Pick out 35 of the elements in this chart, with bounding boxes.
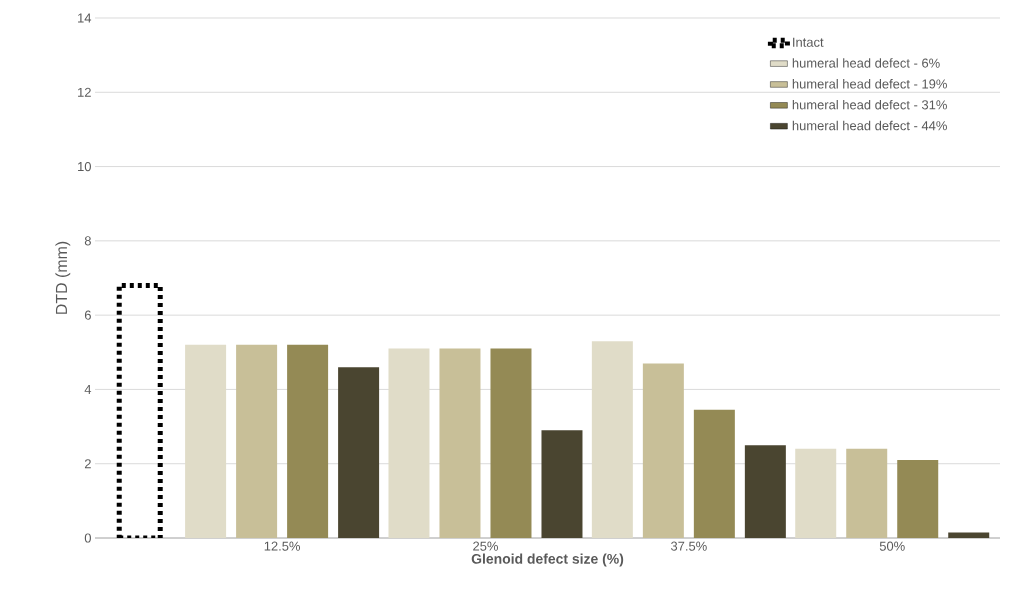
x-tick-label: 50% — [879, 541, 905, 551]
y-tick-label: 0 — [84, 533, 91, 543]
bar — [490, 348, 532, 538]
x-tick-label: 12.5% — [264, 541, 301, 551]
bar — [744, 445, 786, 538]
x-axis-title: Glenoid defect size (%) — [471, 553, 624, 567]
bar — [439, 348, 481, 538]
bar — [591, 341, 633, 538]
bar — [338, 367, 380, 538]
y-axis-title: DTD (mm) — [55, 241, 71, 314]
bar — [795, 448, 837, 538]
bar — [948, 532, 990, 538]
bar — [693, 409, 735, 538]
bar — [897, 460, 939, 538]
y-tick-label: 4 — [84, 384, 92, 394]
bar — [287, 344, 329, 538]
x-tick-label: 25% — [473, 541, 498, 551]
legend-label: humeral head defect - 44% — [792, 120, 947, 131]
legend-label: Intact — [793, 37, 824, 47]
y-tick-label: 8 — [84, 236, 91, 246]
bar — [541, 430, 583, 538]
bar — [185, 344, 227, 538]
legend-label: humeral head defect - 6% — [792, 58, 940, 68]
bar — [642, 363, 684, 538]
y-tick-label: 14 — [78, 13, 92, 23]
y-tick-label: 2 — [84, 459, 91, 469]
x-tick-label: 37.5% — [670, 541, 707, 551]
y-tick-label: 6 — [84, 310, 91, 320]
bar — [388, 348, 430, 538]
y-tick-label: 12 — [78, 87, 91, 97]
legend-label: humeral head defect - 19% — [792, 79, 947, 89]
bar — [236, 344, 278, 538]
legend-label: humeral head defect - 31% — [792, 99, 947, 110]
y-tick-label: 10 — [78, 161, 91, 172]
bar — [846, 448, 888, 538]
